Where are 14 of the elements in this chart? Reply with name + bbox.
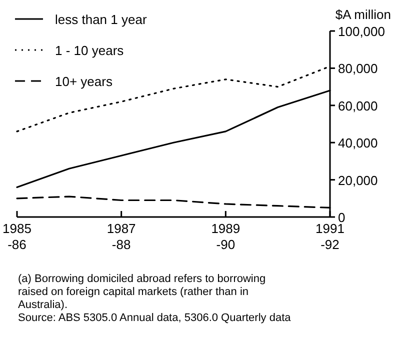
y-tick-label: 60,000 [338,98,378,114]
source-note: Source: ABS 5305.0 Annual data, 5306.0 Quarterly data [18,312,292,324]
text: (a) Borrowing domiciled abroad refers to borrowing raised on foreign capital markets (rather than in Australia). [18,273,266,311]
y-tick-label: 80,000 [338,61,378,76]
x-tick-label: 1987 -88 [106,221,136,252]
x-tick-label: 1985 -86 [2,221,32,252]
legend-label: 10+ years [55,74,113,89]
y-tick-label: 20,000 [338,172,378,188]
legend-label: 1 - 10 years [55,43,124,58]
y-tick-label: 100,000 [338,24,385,39]
y-tick-label: 40,000 [338,136,378,151]
y-axis-title: $A million [335,7,391,22]
x-tick-label: 1989 -90 [211,221,240,252]
legend-label: less than 1 year [55,12,148,27]
